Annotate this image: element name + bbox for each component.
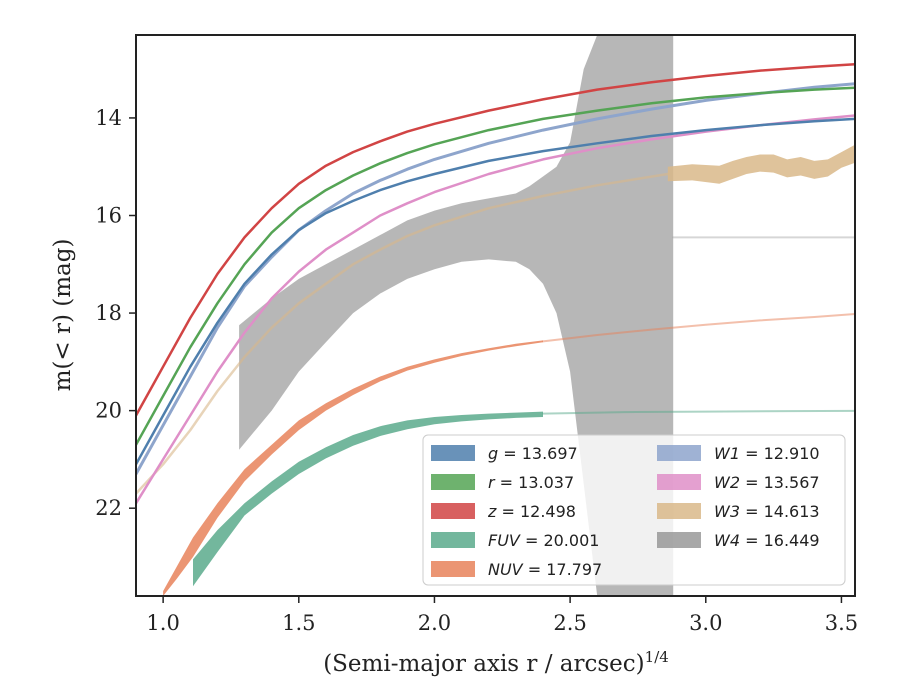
legend-swatch-nuv-17-797	[431, 561, 475, 577]
legend-label-nuv-17-797: NUV = 17.797	[488, 560, 602, 579]
legend-label-w3-14-613: W3 = 14.613	[714, 502, 820, 521]
legend-label-w2-13-567: W2 = 13.567	[714, 473, 820, 492]
y-tick-label: 16	[95, 203, 122, 227]
y-tick-label: 20	[95, 399, 122, 423]
series-z-12-498-line-12	[136, 63, 855, 417]
series-nuv-17-797-band-2	[163, 340, 543, 596]
legend-swatch-w4-16-449	[657, 532, 701, 548]
y-tick-label: 18	[95, 301, 122, 325]
legend-swatch-w3-14-613	[657, 503, 701, 519]
legend: g = 13.697 r = 13.037 z = 12.498 FUV = 20.0…	[422, 434, 846, 586]
plot-area	[136, 35, 855, 596]
legend-label-w1-12-910: W1 = 12.910	[714, 444, 820, 463]
legend-label-z-12-498: z = 12.498	[487, 502, 576, 521]
legend-swatch-r-13-037	[431, 474, 475, 490]
y-tick-label: 14	[95, 106, 122, 130]
legend-swatch-g-13-697	[431, 445, 475, 461]
series-w3-14-613-band-6	[667, 144, 855, 184]
legend-box	[422, 434, 846, 586]
y-tick-label: 22	[95, 496, 122, 520]
series-w3-14-613-line-7	[136, 172, 670, 495]
series-g-13-697-line-10	[136, 117, 855, 466]
series-w1-12-910-line-9	[136, 82, 855, 476]
x-axis-title-superscript: 1/4	[645, 648, 669, 666]
series-fuv-20-001-band-4	[193, 411, 543, 587]
series-w4-16-449-band-0	[239, 35, 674, 596]
series-fuv-20-001-line-5	[542, 409, 855, 415]
legend-swatch-fuv-20-001	[431, 532, 475, 548]
x-axis-title: (Semi-major axis r / arcsec)1/4	[323, 648, 669, 677]
series-r-13-037-line-11	[136, 86, 855, 447]
x-axis-ticks: 1.0 1.5 2.0 2.5 3.0 3.5	[146, 596, 858, 635]
x-tick-label: 3.5	[825, 611, 858, 635]
series-w2-13-567-line-8	[136, 114, 855, 505]
x-tick-label: 2.5	[553, 611, 586, 635]
legend-swatch-z-12-498	[431, 503, 475, 519]
x-tick-label: 1.5	[282, 611, 315, 635]
y-axis-ticks: 14 16 18 20 22	[95, 106, 136, 520]
legend-label-r-13-037: r = 13.037	[488, 473, 574, 492]
x-axis-title-main: (Semi-major axis r / arcsec)	[323, 651, 644, 677]
x-tick-label: 3.0	[689, 611, 722, 635]
series-nuv-17-797-line-3	[542, 313, 855, 343]
legend-swatch-w1-12-910	[657, 445, 701, 461]
y-axis-title: m(< r) (mag)	[50, 239, 76, 392]
plot-frame	[135, 34, 856, 597]
legend-swatch-w2-13-567	[657, 474, 701, 490]
legend-label-g-13-697: g = 13.697	[488, 444, 578, 463]
legend-label-fuv-20-001: FUV = 20.001	[488, 531, 599, 550]
legend-label-w4-16-449: W4 = 16.449	[714, 531, 820, 550]
x-tick-label: 2.0	[418, 611, 451, 635]
x-tick-label: 1.0	[146, 611, 179, 635]
